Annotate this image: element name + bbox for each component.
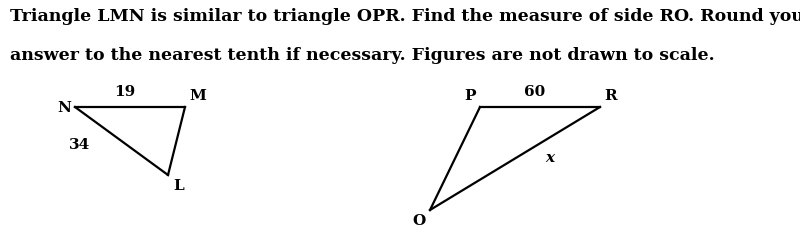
Text: 34: 34 [69,138,90,152]
Text: 19: 19 [114,85,136,99]
Text: P: P [465,89,476,103]
Text: M: M [189,89,206,103]
Text: x: x [545,151,554,165]
Text: 60: 60 [524,85,546,99]
Text: R: R [604,89,617,103]
Text: N: N [57,101,71,115]
Text: answer to the nearest tenth if necessary. Figures are not drawn to scale.: answer to the nearest tenth if necessary… [10,47,714,64]
Text: Triangle LMN is similar to triangle OPR. Find the measure of side RO. Round your: Triangle LMN is similar to triangle OPR.… [10,8,800,25]
Text: O: O [413,214,426,228]
Text: L: L [173,179,184,193]
